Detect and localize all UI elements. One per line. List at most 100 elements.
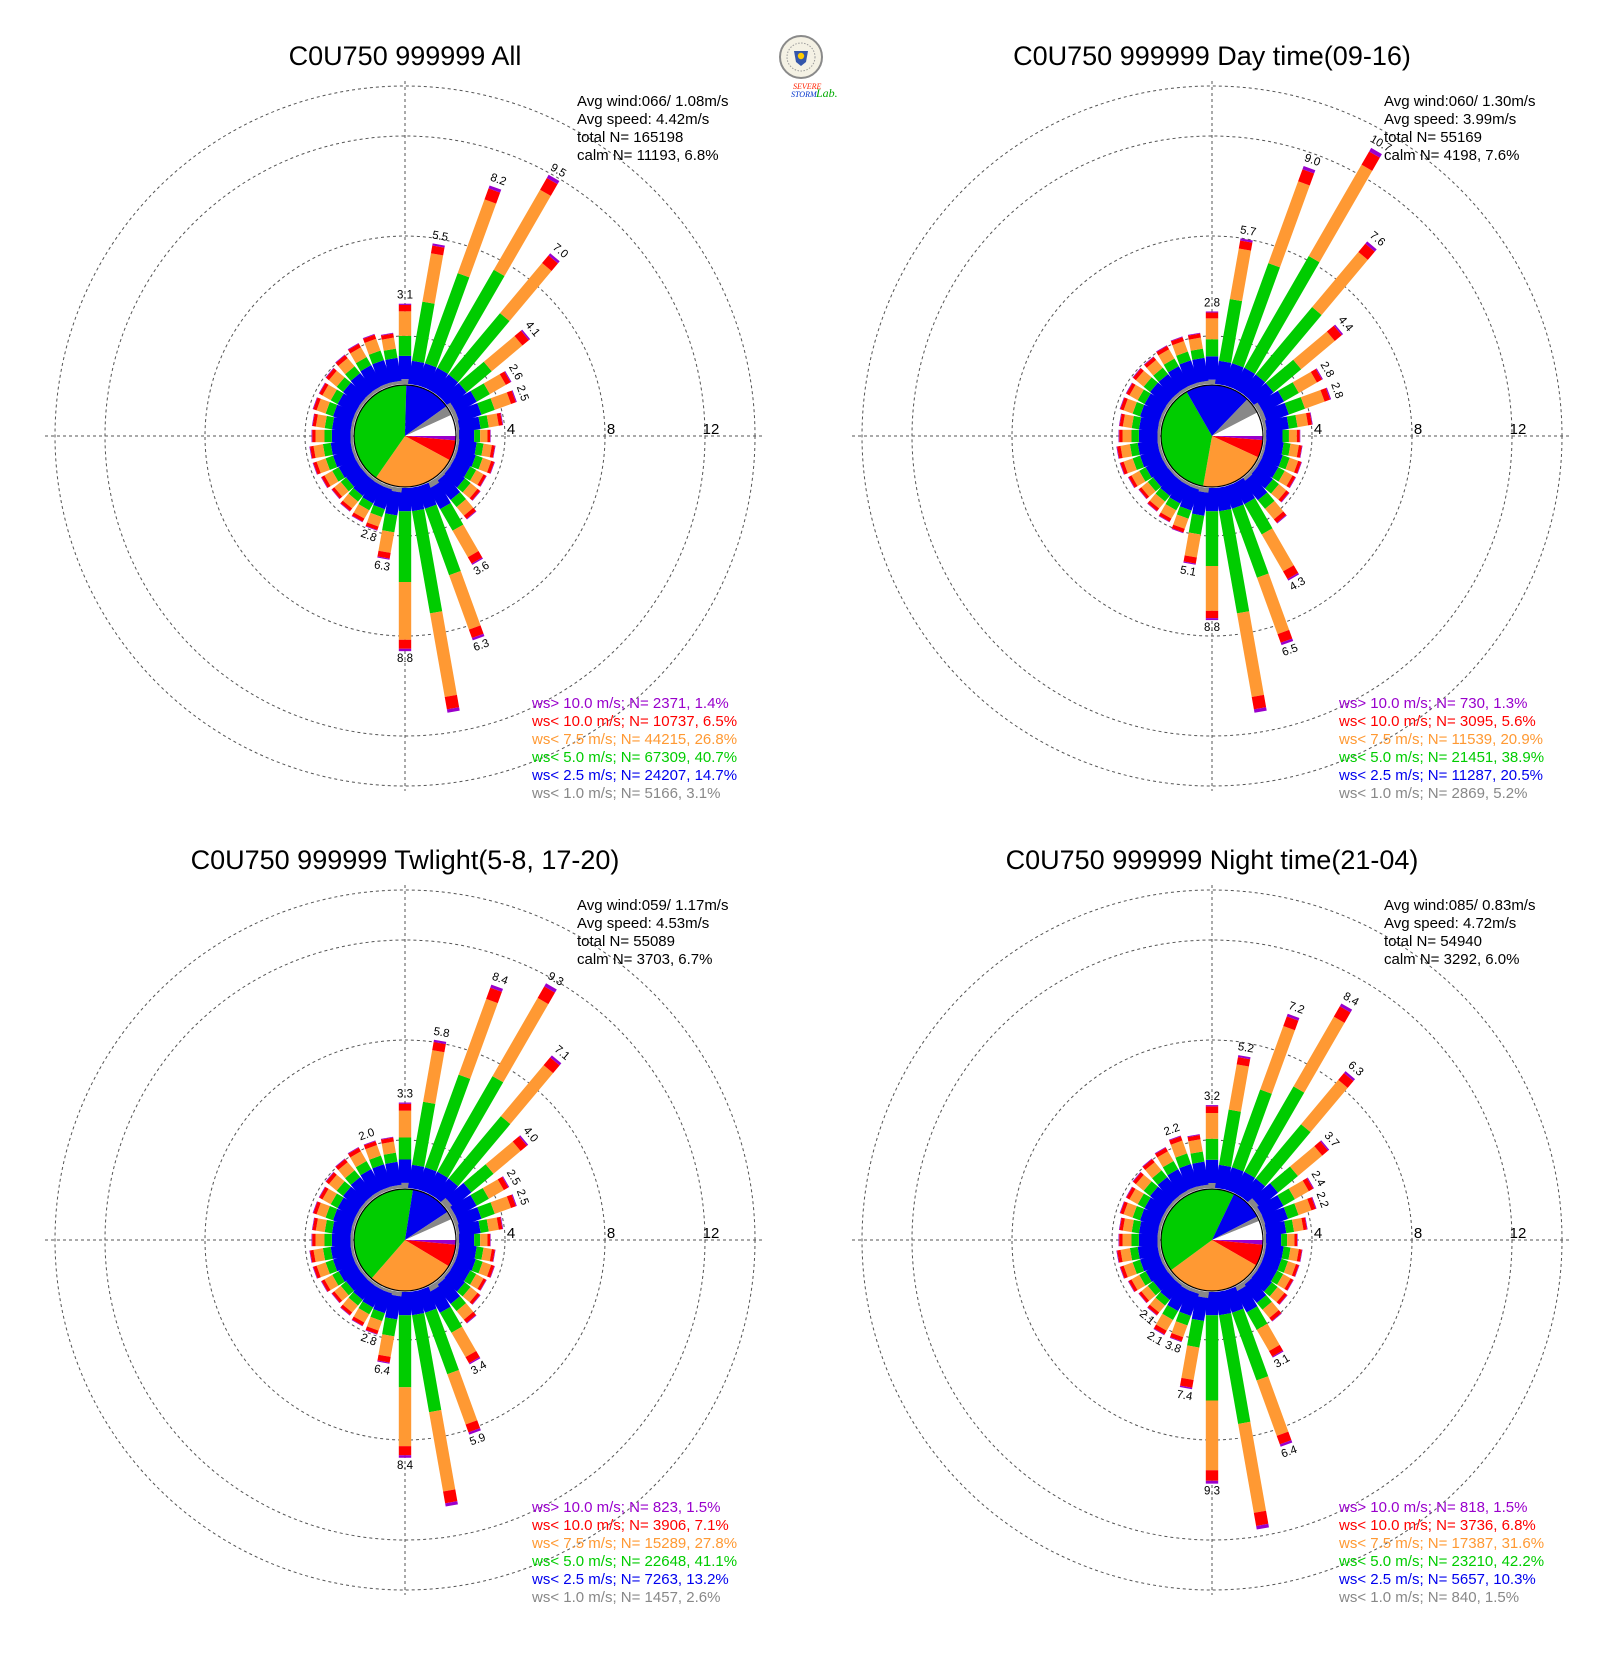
direction-label-340: 2.2 <box>1162 1122 1181 1139</box>
bar-segment-200-4 <box>365 522 379 531</box>
bar-segment-230-2 <box>1147 1281 1161 1296</box>
bar-segment-350-1 <box>385 1161 402 1187</box>
bar-segment-220-4 <box>340 500 353 512</box>
bar-segment-10-4 <box>430 245 445 256</box>
bar-segment-130-4 <box>469 1292 481 1305</box>
bar-segment-340-1 <box>372 360 392 387</box>
bar-segment-290-5 <box>312 397 318 410</box>
stat-avg-speed: Avg speed: 3.99m/s <box>1384 111 1516 128</box>
direction-label-190: 6.4 <box>373 1363 391 1378</box>
legend-entry-2: ws< 7.5 m/s; N= 17387, 31.6% <box>1338 1535 1544 1552</box>
legend-entry-0: ws> 10.0 m/s; N= 823, 1.5% <box>531 1499 720 1516</box>
bar-segment-0-3 <box>1205 318 1219 340</box>
bar-segment-50-2 <box>1265 359 1302 393</box>
bar-segment-320-2 <box>1153 367 1169 382</box>
bar-segment-230-4 <box>331 1291 343 1303</box>
bar-segment-260-5 <box>1116 1250 1120 1263</box>
bar-segment-260-4 <box>1117 445 1123 459</box>
ring-label: 4 <box>507 1225 515 1242</box>
bar-segment-310-2 <box>1143 377 1158 393</box>
bar-segment-340-4 <box>363 334 377 344</box>
bar-segment-330-4 <box>1155 1147 1168 1158</box>
bar-segment-320-3 <box>1145 1162 1162 1179</box>
bar-segment-260-1 <box>330 1243 353 1260</box>
pie-slice-3 <box>1161 391 1212 487</box>
bar-segment-10-3 <box>423 1050 445 1104</box>
bar-segment-110-2 <box>1278 455 1290 470</box>
bar-segment-340-3 <box>1172 340 1188 356</box>
legend-entry-2: ws< 7.5 m/s; N= 11539, 20.9% <box>1338 731 1543 748</box>
bar-segment-280-2 <box>1131 1219 1142 1234</box>
bar-segment-30-3 <box>493 189 551 276</box>
bar-segment-20-1 <box>416 1167 437 1194</box>
bar-segment-80-1 <box>1265 416 1290 433</box>
bar-segment-340-5 <box>362 333 375 339</box>
bar-segment-230-4 <box>331 487 343 499</box>
bar-segment-190-3 <box>1184 532 1201 558</box>
bar-segment-40-3 <box>1312 251 1368 315</box>
bar-segment-80-1 <box>457 416 481 433</box>
bar-segment-290-2 <box>1132 402 1145 417</box>
bar-segment-130-5 <box>472 1294 481 1305</box>
bar-segment-300-4 <box>319 382 329 396</box>
bar-segment-320-5 <box>1142 1158 1153 1168</box>
bar-segment-50-1 <box>1252 1183 1279 1208</box>
bar-segment-80-5 <box>500 412 504 426</box>
bar-segment-80-2 <box>1284 1219 1295 1234</box>
bar-segment-130-5 <box>472 490 481 501</box>
bar-segment-240-3 <box>1131 1274 1146 1291</box>
bar-segment-210-5 <box>351 1319 363 1327</box>
bar-segment-330-4 <box>1156 345 1170 356</box>
bar-segment-330-1 <box>360 364 383 392</box>
legend-entry-5: ws< 1.0 m/s; N= 840, 1.5% <box>1338 1589 1519 1606</box>
bar-segment-70-2 <box>477 398 495 415</box>
bar-segment-220-3 <box>342 1297 359 1313</box>
bar-segment-0-4 <box>398 304 412 312</box>
bar-segment-40-4 <box>543 1057 560 1074</box>
bar-segment-270-5 <box>311 429 313 443</box>
bar-segment-10-5 <box>433 1039 447 1045</box>
bar-segment-220-3 <box>1149 1297 1166 1313</box>
bar-segment-40-1 <box>1240 374 1266 401</box>
bar-segment-340-1 <box>372 1164 392 1191</box>
bar-segment-20-4 <box>1298 169 1315 186</box>
lab-logo: SEVERE STORM Lab. <box>779 35 838 100</box>
bar-segment-110-4 <box>1291 1263 1299 1277</box>
bar-segment-280-3 <box>1122 414 1134 429</box>
legend-entry-0: ws> 10.0 m/s; N= 818, 1.5% <box>1338 1499 1527 1516</box>
bar-segment-110-3 <box>1285 457 1299 473</box>
bar-segment-90-3 <box>480 1233 488 1247</box>
bar-segment-30-1 <box>1232 367 1256 395</box>
bar-segment-350-2 <box>1190 1151 1205 1164</box>
bar-segment-320-1 <box>1157 1176 1182 1202</box>
bar-segment-340-3 <box>1170 1140 1188 1158</box>
bar-segment-110-5 <box>490 1265 495 1278</box>
bar-segment-160-5 <box>471 633 485 641</box>
bar-segment-80-4 <box>496 412 503 426</box>
bar-segment-320-2 <box>345 1170 361 1185</box>
bar-segment-200-3 <box>1173 514 1189 529</box>
bar-segment-240-1 <box>338 1261 361 1282</box>
bar-segment-330-4 <box>348 1147 361 1158</box>
direction-label-190: 6.3 <box>373 559 391 574</box>
bar-segment-300-3 <box>1129 1188 1144 1205</box>
bar-segment-90-5 <box>1299 429 1301 443</box>
bar-segment-230-2 <box>1147 477 1161 492</box>
bar-segment-90-3 <box>1287 1233 1295 1247</box>
bar-segment-220-5 <box>340 1307 351 1316</box>
bar-segment-0-1 <box>398 355 412 380</box>
pie-slice-calm <box>405 1219 456 1240</box>
bar-segment-20-4 <box>486 987 502 1004</box>
pie-slice-3 <box>354 385 407 478</box>
bar-segment-230-1 <box>346 466 368 487</box>
bar-segment-220-2 <box>348 488 363 502</box>
legend-entry-4: ws< 2.5 m/s; N= 7263, 13.2% <box>531 1571 729 1588</box>
bar-segment-190-2 <box>382 1317 398 1337</box>
bar-segment-260-1 <box>1137 1243 1160 1260</box>
bar-segment-100-5 <box>492 445 496 458</box>
bar-segment-160-1 <box>416 482 437 509</box>
bar-segment-300-5 <box>1125 382 1133 394</box>
bar-segment-350-1 <box>385 357 402 383</box>
bar-segment-210-2 <box>358 1301 374 1315</box>
bar-segment-0-4 <box>398 1103 412 1111</box>
